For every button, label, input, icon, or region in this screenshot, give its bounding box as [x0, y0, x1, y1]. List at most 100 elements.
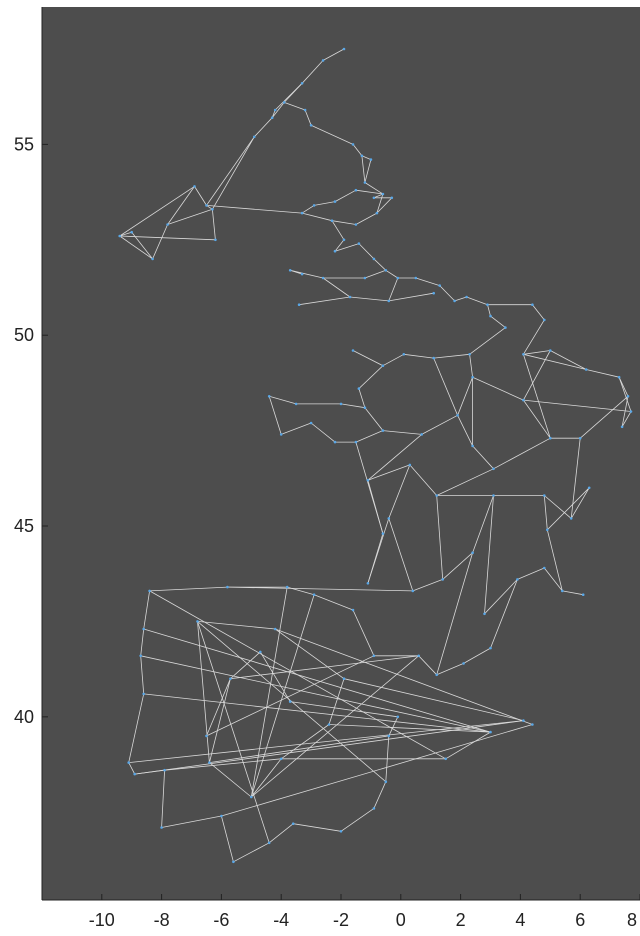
network-edge: [352, 143, 363, 157]
network-node: [205, 204, 208, 207]
network-node: [435, 494, 439, 497]
network-node: [357, 387, 361, 390]
network-node: [387, 734, 391, 738]
network-node: [390, 196, 394, 200]
network-edge: [283, 102, 306, 111]
network-node: [285, 585, 289, 589]
network-node: [270, 116, 274, 119]
network-edge: [208, 762, 252, 798]
x-tick-label: -4: [273, 910, 289, 930]
network-edge: [128, 762, 136, 775]
network-node: [259, 650, 262, 654]
network-node: [267, 395, 271, 398]
network-node: [569, 517, 573, 520]
network-node: [163, 768, 166, 772]
network-node: [522, 398, 525, 402]
network-edge: [490, 315, 506, 329]
network-edge: [340, 808, 375, 832]
network-node: [214, 238, 217, 242]
network-edge: [301, 60, 324, 84]
network-edge: [457, 414, 474, 447]
network-node: [118, 234, 121, 238]
network-edge: [376, 193, 384, 214]
network-node: [578, 436, 582, 440]
network-node: [220, 814, 223, 818]
network-edge: [546, 487, 590, 531]
network-node: [492, 494, 495, 497]
network-edge: [457, 376, 474, 416]
network-edge: [549, 350, 587, 370]
network-edge: [274, 628, 345, 680]
y-tick-label: 40: [14, 707, 34, 727]
network-edge: [128, 693, 145, 763]
network-node: [435, 673, 439, 677]
network-edge: [490, 579, 518, 649]
network-node: [321, 59, 325, 62]
network-node: [232, 860, 235, 864]
x-tick-label: 6: [575, 910, 585, 930]
network-edge: [484, 579, 518, 615]
network-edge: [208, 735, 390, 763]
network-node: [411, 589, 415, 593]
network-edge: [167, 208, 213, 225]
network-node: [408, 463, 412, 467]
network-node: [372, 257, 376, 261]
network-edge: [579, 395, 629, 439]
network-node: [148, 589, 151, 593]
network-edge: [469, 327, 506, 355]
network-node: [294, 402, 298, 406]
network-node: [300, 211, 304, 215]
network-node: [351, 143, 355, 146]
network-edge: [208, 678, 231, 763]
network-edge: [119, 231, 133, 237]
network-node: [492, 467, 495, 471]
network-edge: [220, 815, 234, 863]
network-edge: [618, 376, 632, 412]
network-edge: [376, 197, 393, 214]
network-node: [629, 410, 633, 413]
network-node: [151, 257, 154, 261]
network-edge: [140, 655, 145, 695]
network-node: [327, 723, 331, 726]
x-tick-label: -10: [89, 910, 115, 930]
network-edge: [442, 552, 474, 580]
network-edge: [523, 399, 551, 439]
network-edge: [364, 269, 387, 279]
network-edge: [352, 350, 384, 367]
network-edge: [487, 304, 491, 317]
network-node: [504, 326, 507, 329]
network-node: [372, 654, 376, 658]
network-node: [333, 249, 337, 253]
network-edge: [570, 487, 590, 519]
network-edge: [355, 212, 378, 225]
network-edge: [310, 124, 354, 145]
x-tick-label: 8: [627, 910, 637, 930]
network-edge: [421, 414, 459, 435]
network-edge: [197, 621, 270, 844]
network-edge: [621, 395, 629, 428]
network-edge: [289, 269, 324, 279]
network-edge: [229, 655, 420, 680]
network-edge: [349, 296, 390, 302]
network-edge: [415, 277, 441, 287]
network-node: [142, 692, 145, 696]
network-edge: [331, 220, 345, 241]
network-node: [300, 272, 304, 276]
network-edge: [259, 651, 291, 702]
network-node: [351, 349, 355, 352]
network-edge: [134, 720, 524, 775]
network-edge: [418, 655, 438, 676]
network-node: [543, 494, 546, 497]
network-node: [522, 353, 525, 356]
network-node: [375, 211, 379, 215]
network-node: [339, 830, 343, 833]
network-edge: [334, 189, 357, 203]
network-edge: [523, 399, 632, 412]
network-edge: [328, 678, 345, 725]
network-node: [471, 551, 474, 554]
network-node: [561, 589, 564, 593]
network-node: [339, 402, 343, 406]
network-edge: [433, 357, 459, 416]
network-node: [253, 135, 256, 139]
network-edge: [367, 464, 411, 481]
